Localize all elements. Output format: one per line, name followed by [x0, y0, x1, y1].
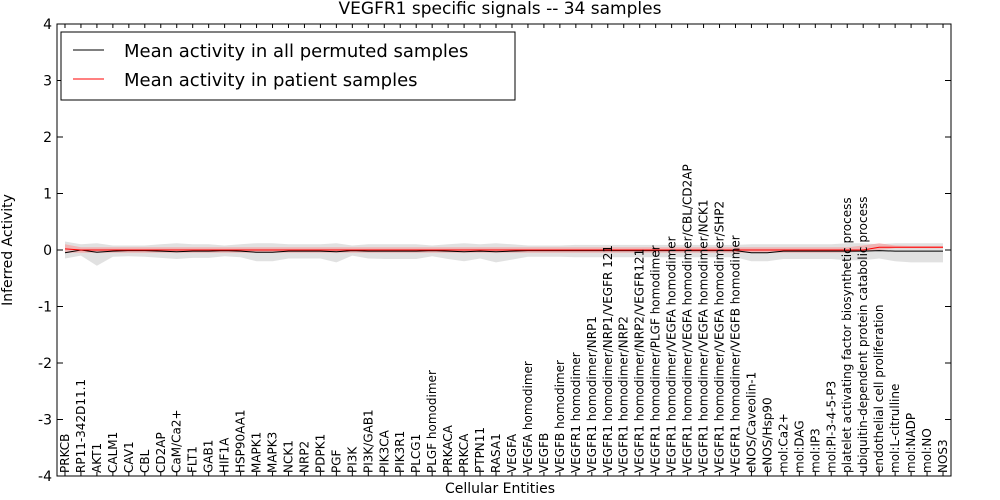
y-tick-label: 1 [43, 187, 52, 203]
x-tick-label: VEGFR1 homodimer/NRP1/VEGFR 121 [601, 245, 615, 473]
x-tick-label: RASA1 [489, 433, 503, 473]
x-tick-label: VEGFR1 homodimer [569, 352, 583, 473]
y-tick-label: 2 [43, 130, 52, 146]
y-tick-label: 0 [43, 243, 52, 259]
x-tick-label: VEGFA homodimer [521, 361, 535, 473]
x-tick-label: VEGFR1 homodimer/VEGFA homodimer [665, 236, 679, 473]
x-tick-label: HIF1A [218, 437, 232, 473]
y-axis-ticks: -4 -3 -2 -1 0 1 2 3 4 [38, 17, 951, 485]
y-axis-label: Inferred Activity [0, 194, 16, 306]
x-tick-label: GAB1 [202, 440, 216, 473]
x-tick-label: mol:Ca2+ [776, 413, 790, 473]
x-tick-label: VEGFR1 homodimer/VEGFA homodimer/SHP2 [713, 201, 727, 473]
chart-title: VEGFR1 specific signals -- 34 samples [339, 0, 662, 19]
x-tick-label: mol:NADP [904, 413, 918, 473]
x-tick-label: PI3K/GAB1 [361, 409, 375, 473]
x-tick-label: MAPK3 [266, 432, 280, 473]
series-line-1 [64, 246, 943, 251]
x-tick-label: VEGFR1 homodimer/VEGFA homodimer/CBL/CD2… [681, 164, 695, 473]
x-tick-label: PDPK1 [313, 434, 327, 473]
x-tick-label: RP11-342D11.1 [74, 379, 88, 473]
x-tick-label: VEGFR1 homodimer/VEGFB homodimer [729, 235, 743, 473]
x-tick-label: PLCG1 [409, 434, 423, 473]
x-tick-label: NCK1 [282, 440, 296, 473]
x-tick-label: eNOS/Hsp90 [760, 397, 774, 473]
x-tick-label: VEGFR1 homodimer/VEGFA homodimer/NCK1 [697, 199, 711, 473]
x-tick-label: PRKCA [457, 433, 471, 473]
x-tick-label: VEGFR1 homodimer/NRP2 [617, 316, 631, 473]
x-tick-label: mol:PI-3-4-5-P3 [824, 381, 838, 473]
x-tick-label: PRKCB [58, 434, 72, 473]
x-tick-label: mol:DAG [792, 420, 806, 473]
x-tick-label: PIK3R1 [393, 431, 407, 473]
x-tick-label: endothelial cell proliferation [872, 305, 886, 473]
x-tick-label: VEGFB homodimer [553, 360, 567, 473]
x-axis-ticks: PRKCB RP11-342D11.1 AKT1 CALM1 CAV1 CBL CD2AP C… [58, 24, 950, 476]
y-tick-label: -2 [38, 356, 52, 372]
y-tick-label: -1 [38, 300, 52, 316]
y-tick-label: 3 [43, 74, 52, 90]
x-tick-label: MAPK1 [250, 432, 264, 473]
legend-box [60, 31, 516, 101]
x-tick-label: FLT1 [186, 446, 200, 473]
x-tick-label: VEGFB [537, 433, 551, 473]
x-tick-label: CBL [138, 449, 152, 473]
x-tick-label: AKT1 [90, 443, 104, 473]
y-tick-label: 4 [43, 17, 52, 33]
y-tick-label: -4 [38, 469, 52, 485]
x-tick-label: CaM/Ca2+ [170, 409, 184, 473]
x-tick-label: ubiquitin-dependent protein catabolic pr… [856, 197, 870, 473]
x-tick-label: mol:IP3 [808, 428, 822, 473]
x-tick-label: mol:L-citrulline [888, 384, 902, 473]
band-series-0 [65, 241, 943, 266]
y-tick-label: -3 [38, 413, 52, 429]
x-tick-label: mol:NO [920, 428, 934, 473]
x-tick-label: CALM1 [106, 432, 120, 473]
legend: Mean activity in all permuted samples Me… [60, 31, 516, 101]
x-tick-label: HSP90AA1 [234, 409, 248, 473]
x-tick-label: PGF [329, 449, 343, 473]
legend-label-patient: Mean activity in patient samples [124, 70, 418, 91]
x-tick-label: PIK3CA [377, 429, 391, 473]
x-tick-label: CD2AP [154, 432, 168, 473]
x-axis-label: Cellular Entities [445, 481, 555, 497]
x-tick-label: PTPN11 [473, 427, 487, 473]
x-tick-label: platelet activating factor biosynthetic … [840, 197, 854, 473]
confidence-bands [65, 241, 943, 266]
x-tick-label: VEGFR1 homodimer/NRP2/VEGFR121 [633, 249, 647, 473]
plot-area: -4 -3 -2 -1 0 1 2 3 4 PRKCB RP11-342D11.1 AKT1 CALM… [38, 17, 952, 485]
series-lines [64, 246, 943, 254]
x-tick-label: VEGFA [505, 433, 519, 473]
x-tick-label: CAV1 [122, 441, 136, 473]
legend-label-permuted: Mean activity in all permuted samples [124, 41, 468, 62]
x-tick-label: NRP2 [297, 441, 311, 473]
series-line-0 [64, 249, 943, 254]
x-tick-label: PI3K [345, 446, 359, 473]
x-tick-label: NOS3 [936, 439, 950, 473]
x-tick-label: PLGF homodimer [425, 370, 439, 473]
x-tick-label: eNOS/Caveolin-1 [744, 372, 758, 473]
x-tick-label: PRKACA [441, 424, 455, 473]
x-tick-label: VEGFR1 homodimer/PLGF homodimer [649, 245, 663, 473]
x-tick-label: VEGFR1 homodimer/NRP1 [585, 316, 599, 473]
